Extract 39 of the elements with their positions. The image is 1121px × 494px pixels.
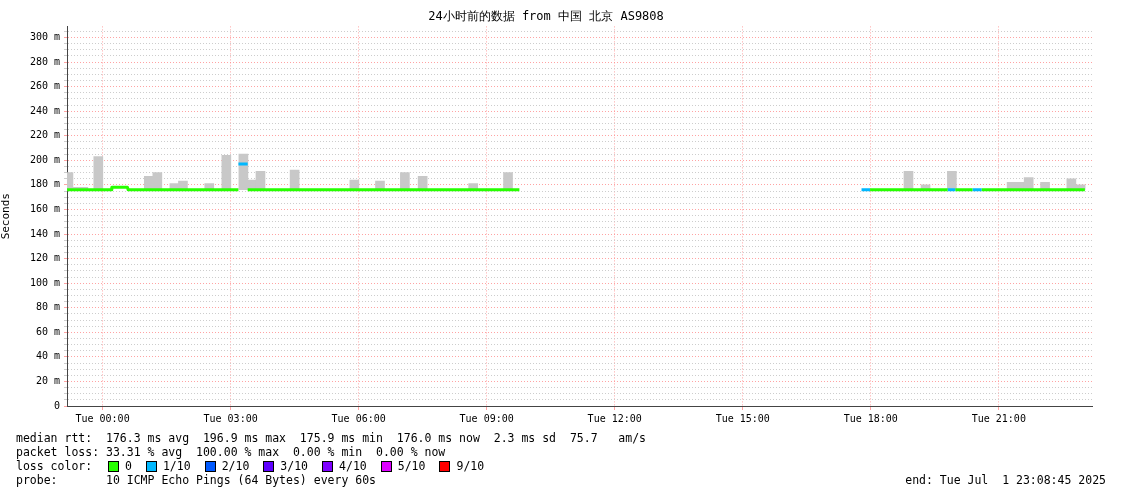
legend-label: 5/10 [397,459,426,473]
y-tick-label: 20 m [35,375,60,387]
y-tick-label: 240 m [29,104,60,116]
x-tick-label: Tue 15:00 [715,412,770,424]
x-tick-label: Tue 09:00 [459,412,514,424]
legend-label: 4/10 [339,459,367,473]
y-tick-label: 140 m [29,227,60,239]
y-tick-label: 260 m [29,80,60,92]
legend-label: 0 [125,459,132,473]
x-tick-label: Tue 03:00 [203,412,258,424]
text: probe: 10 ICMP Echo Pings (64 Bytes) every 60s [16,473,377,487]
y-tick-label: 120 m [29,252,60,264]
x-tick-label: Tue 21:00 [971,412,1026,424]
y-tick-label: 40 m [35,350,60,362]
legend-label: 2/10 [221,459,250,473]
y-tick-label: 80 m [35,301,60,313]
y-tick-label: 60 m [35,325,60,337]
y-tick-label: 200 m [29,153,60,165]
y-tick-label: 220 m [29,129,60,141]
x-tick-label: Tue 00:00 [75,412,130,424]
y-axis-title: Seconds [0,193,13,240]
text: end: Tue Jul 1 23:08:45 2025 [905,473,1106,487]
bar [947,171,957,191]
y-tick-label: 300 m [29,31,60,43]
legend-label: 1/10 [162,459,191,473]
y-tick-label: 0 [53,399,60,411]
text: median rtt: 176.3 ms avg 196.9 ms max 175.9 ms min 176.0 ms now 2.3 ms sd 75.7 am/s [16,431,648,445]
x-tick-label: Tue 06:00 [331,412,386,424]
chart-title: 24小时前的数据 from 中国 北京 AS9808 [428,9,664,24]
y-tick-label: 280 m [29,55,60,67]
y-tick-label: 100 m [29,276,60,288]
legend-label: 9/10 [456,459,485,473]
legend-label: 3/10 [280,459,309,473]
y-tick-label: 160 m [29,203,60,215]
x-tick-label: Tue 18:00 [843,412,898,424]
y-tick-label: 180 m [29,178,60,190]
legend-title: loss color: [16,459,94,473]
text: packet loss: 33.31 % avg 100.00 % max 0.00 % min 0.00 % now [16,445,447,459]
x-tick-label: Tue 12:00 [587,412,642,424]
